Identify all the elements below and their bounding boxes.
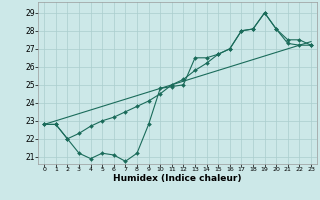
X-axis label: Humidex (Indice chaleur): Humidex (Indice chaleur) bbox=[113, 174, 242, 183]
